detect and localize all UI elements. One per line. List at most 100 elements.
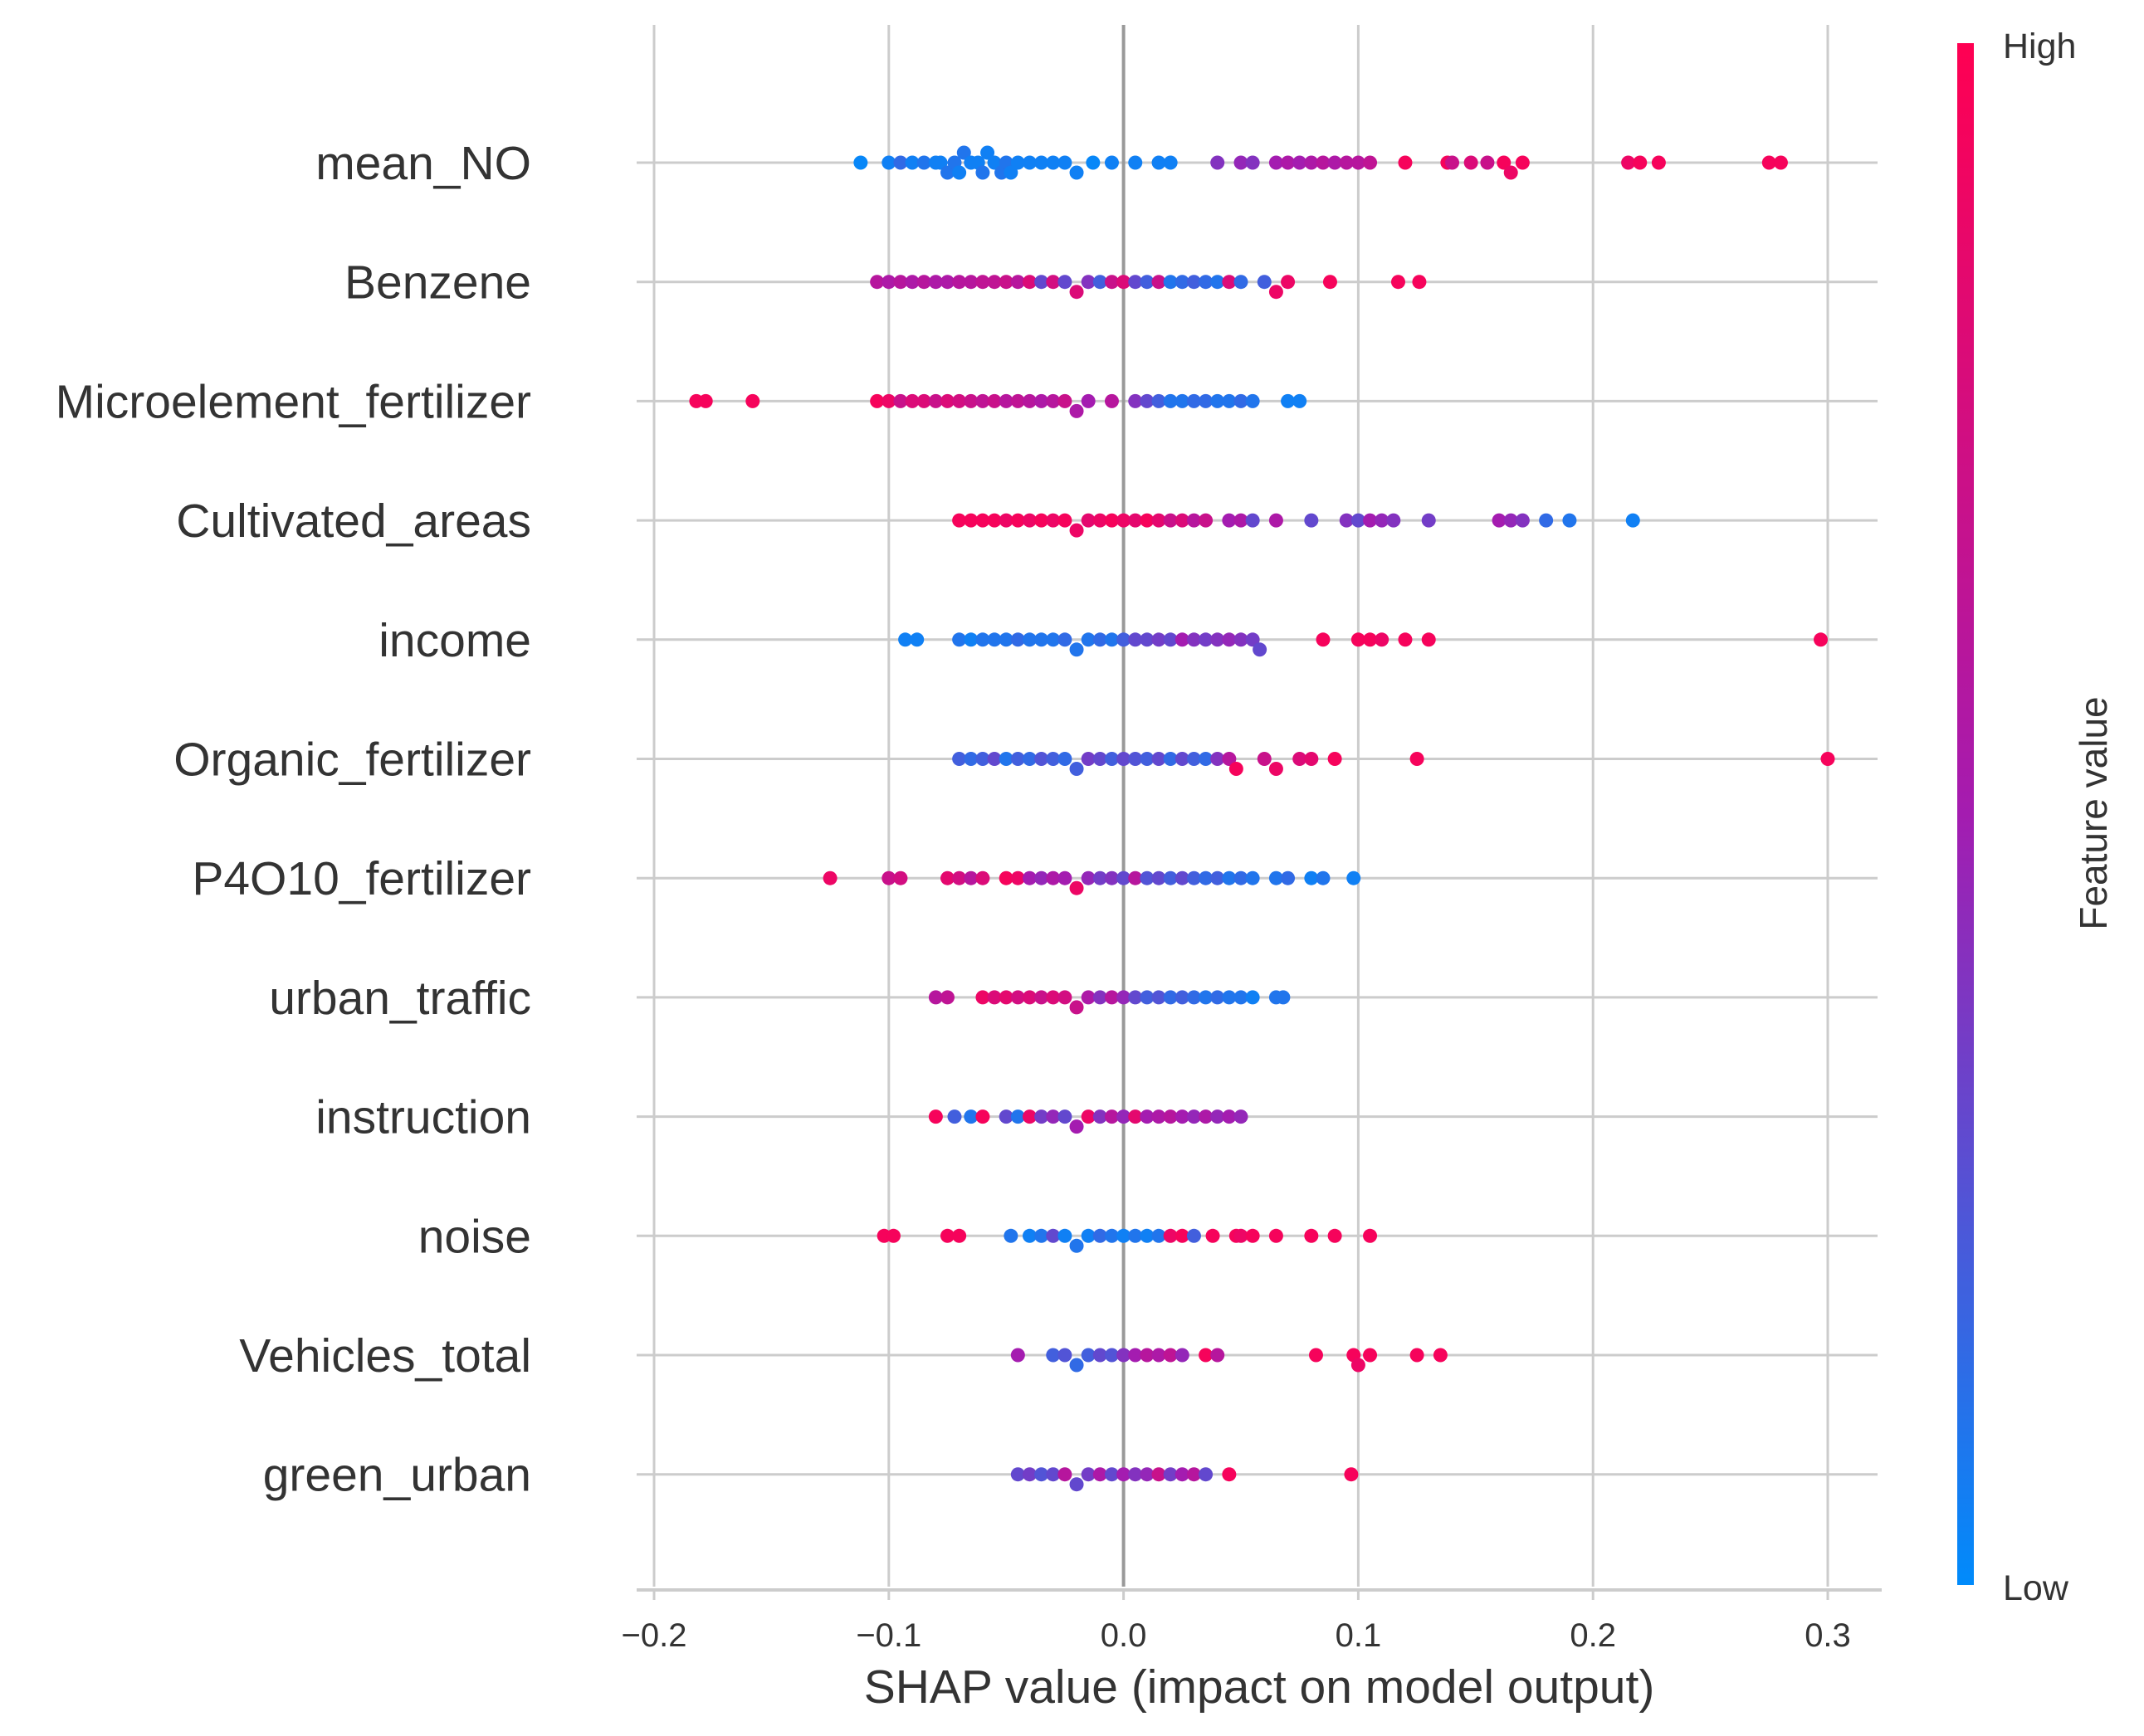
shap-point (952, 870, 967, 885)
shap-point (1257, 752, 1272, 766)
feature-label: Benzene (344, 256, 531, 310)
shap-point (1199, 513, 1214, 528)
shap-point (1069, 1238, 1084, 1253)
shap-point (1253, 642, 1267, 657)
shap-point (1151, 990, 1166, 1005)
shap-point (1151, 870, 1166, 885)
shap-point (1308, 1348, 1323, 1363)
shap-point (1175, 1467, 1189, 1482)
shap-point (1034, 1228, 1049, 1243)
shap-point (1057, 1228, 1072, 1243)
colorbar (1957, 43, 1974, 1585)
shap-point (1814, 632, 1829, 647)
shap-point (1327, 752, 1342, 766)
shap-point (1199, 632, 1214, 647)
shap-points (689, 145, 1835, 1492)
shap-point (1222, 1109, 1237, 1124)
shap-point (1480, 155, 1495, 170)
shap-point (987, 752, 1002, 766)
shap-point (1104, 752, 1119, 766)
shap-point (1081, 1467, 1096, 1482)
shap-point (1304, 155, 1319, 170)
shap-point (975, 752, 990, 766)
shap-point (1398, 632, 1413, 647)
shap-point (1140, 1109, 1155, 1124)
shap-point (1140, 275, 1155, 290)
shap-point (1069, 1358, 1084, 1373)
shap-point (1186, 632, 1201, 647)
shap-point (1140, 1467, 1155, 1482)
shap-point (1116, 1109, 1131, 1124)
shap-point (1245, 870, 1260, 885)
shap-point (1010, 752, 1025, 766)
shap-point (823, 870, 838, 885)
shap-point (1034, 632, 1049, 647)
shap-point (1046, 275, 1061, 290)
shap-point (952, 165, 967, 180)
shap-point (898, 632, 913, 647)
shap-point (1151, 1109, 1166, 1124)
shap-point (1222, 513, 1237, 528)
shap-point (1128, 393, 1143, 408)
shap-point (1104, 1467, 1119, 1482)
shap-point (1046, 990, 1061, 1005)
shap-point (1140, 513, 1155, 528)
shap-point (1069, 762, 1084, 776)
shap-point (1820, 752, 1835, 766)
shap-point (1104, 275, 1119, 290)
shap-point (928, 990, 943, 1005)
shap-point (1390, 275, 1405, 290)
shap-point (1233, 1228, 1248, 1243)
shap-point (1625, 513, 1640, 528)
shap-point (1497, 155, 1512, 170)
shap-point (1163, 632, 1178, 647)
shap-point (1292, 752, 1307, 766)
shap-point (1116, 275, 1131, 290)
shap-point (1316, 632, 1331, 647)
shap-point (1761, 155, 1776, 170)
shap-point (1163, 275, 1178, 290)
shap-point (1350, 155, 1365, 170)
shap-point (1057, 1467, 1072, 1482)
shap-point (1304, 752, 1319, 766)
shap-point (1081, 632, 1096, 647)
shap-point (1363, 1228, 1378, 1243)
shap-point (1046, 393, 1061, 408)
shap-point (1128, 1109, 1143, 1124)
shap-point (964, 870, 979, 885)
shap-point (952, 632, 967, 647)
shap-point (928, 393, 943, 408)
shap-point (1421, 513, 1436, 528)
shap-point (1046, 1109, 1061, 1124)
shap-point (1057, 1348, 1072, 1363)
x-axis-label: SHAP value (impact on model output) (864, 1660, 1655, 1714)
shap-point (1199, 275, 1214, 290)
shap-point (1034, 513, 1049, 528)
shap-point (1081, 275, 1096, 290)
shap-point (1069, 523, 1084, 538)
feature-label: urban_traffic (269, 972, 531, 1025)
shap-point (1163, 393, 1178, 408)
shap-point (987, 393, 1002, 408)
shap-point (1128, 632, 1143, 647)
shap-point (882, 275, 896, 290)
shap-point (1412, 275, 1427, 290)
shap-point (853, 155, 868, 170)
shap-point (999, 393, 1013, 408)
feature-label: income (378, 614, 531, 667)
shap-point (1034, 155, 1049, 170)
shap-point (1034, 1109, 1049, 1124)
shap-point (1081, 1228, 1096, 1243)
shap-point (964, 632, 979, 647)
shap-point (1199, 1348, 1214, 1363)
shap-point (1069, 1000, 1084, 1015)
feature-gridlines (637, 161, 1878, 1476)
shap-point (1022, 155, 1037, 170)
shap-point (1327, 155, 1342, 170)
shap-point (1069, 1477, 1084, 1492)
shap-point (1222, 275, 1237, 290)
shap-point (1010, 155, 1025, 170)
shap-point (1163, 1109, 1178, 1124)
shap-point (1222, 870, 1237, 885)
shap-point (1175, 1109, 1189, 1124)
